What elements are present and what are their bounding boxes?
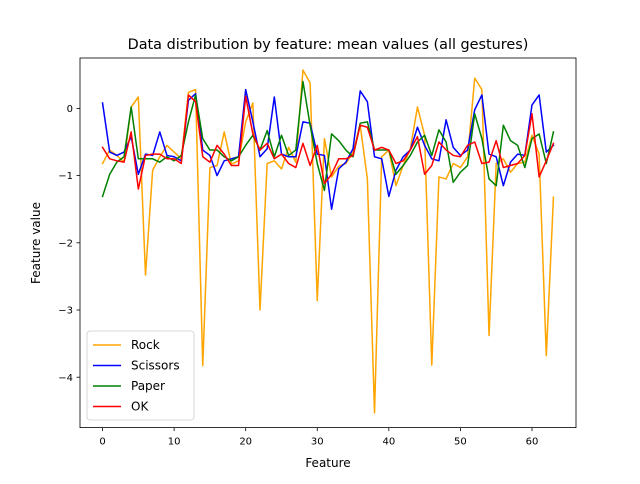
x-tick-label: 60	[526, 437, 539, 448]
x-tick-label: 30	[311, 437, 324, 448]
y-tick-label: −1	[58, 171, 73, 182]
x-tick-label: 10	[168, 437, 181, 448]
x-tick-label: 50	[454, 437, 467, 448]
series-line-paper	[101, 80, 555, 198]
legend-label-ok: OK	[131, 400, 149, 414]
y-tick-label: −2	[58, 238, 73, 249]
y-axis-label: Feature value	[29, 202, 43, 284]
x-axis: 0 10 20 30 40 50 60	[99, 427, 539, 448]
legend-label-scissors: Scissors	[131, 359, 180, 373]
y-tick-label: −3	[58, 306, 73, 317]
x-tick-label: 40	[382, 437, 395, 448]
legend-label-paper: Paper	[131, 379, 165, 393]
legend: Rock Scissors Paper OK	[86, 330, 195, 421]
y-tick-label: 0	[67, 104, 73, 115]
legend-label-rock: Rock	[131, 338, 160, 352]
x-tick-label: 0	[99, 437, 105, 448]
chart-title: Data distribution by feature: mean value…	[128, 37, 529, 53]
series-layer	[101, 69, 555, 414]
x-axis-label: Feature	[305, 456, 350, 470]
legend-box	[86, 330, 195, 421]
y-tick-label: −4	[58, 373, 73, 384]
y-axis: 0 −1 −2 −3 −4	[58, 104, 80, 384]
series-line-ok	[101, 94, 555, 190]
x-tick-label: 20	[239, 437, 252, 448]
